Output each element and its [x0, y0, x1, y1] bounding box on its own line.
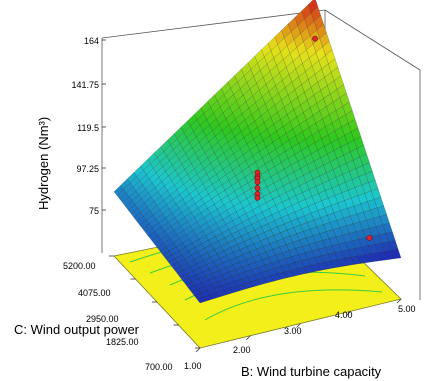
z-tick-3: 97.25	[76, 164, 99, 174]
z-tick-0: 164	[84, 36, 99, 46]
y-tick-3: 4075.00	[78, 288, 111, 298]
y-axis-label: C: Wind output power	[14, 322, 140, 337]
x-tick-4: 5.00	[398, 304, 416, 314]
y-tick-4: 5200.00	[63, 261, 96, 271]
x-tick-3: 4.00	[335, 310, 353, 320]
x-tick-1: 2.00	[233, 345, 251, 355]
z-axis-label: Hydrogen (Nm³)	[36, 117, 51, 210]
y-tick-1: 1825.00	[106, 337, 139, 347]
z-tick-4: 75	[89, 206, 99, 216]
design-point-7	[255, 195, 260, 200]
x-tick-2: 3.00	[284, 326, 302, 336]
design-point-5	[255, 186, 260, 191]
x-axis-label: B: Wind turbine capacity	[241, 364, 382, 379]
design-point-0	[312, 36, 317, 41]
design-point-8	[367, 235, 372, 240]
design-point-4	[255, 180, 260, 185]
z-tick-1: 141.75	[71, 80, 99, 90]
right-top-edge	[325, 10, 420, 70]
x-tick-0: 1.00	[184, 361, 202, 371]
z-tick-2: 119.5	[77, 123, 99, 133]
y-tick-0: 700.00	[145, 362, 173, 372]
x-tick-mark-0	[196, 348, 200, 352]
